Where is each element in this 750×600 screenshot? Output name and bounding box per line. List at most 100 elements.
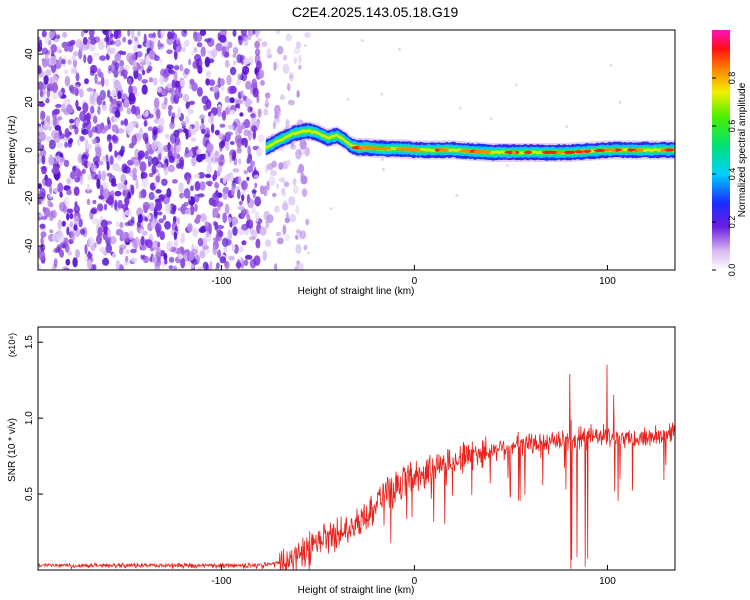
heatmap-noise-cell xyxy=(109,236,117,245)
ridge-hotspot xyxy=(465,149,471,153)
heatmap-noise-cell xyxy=(81,168,86,175)
heatmap-noise-cell xyxy=(71,86,78,95)
heatmap-noise-cell xyxy=(72,59,78,68)
heatmap-noise-cell xyxy=(120,93,128,100)
heatmap-noise-cell xyxy=(130,257,138,263)
heatmap-noise-cell xyxy=(167,164,175,173)
ridge-hotspot xyxy=(525,150,531,154)
heatmap-noise-cell xyxy=(264,99,269,104)
heatmap-noise-cell xyxy=(141,79,149,84)
ridge-hotspot xyxy=(437,148,447,152)
heatmap-noise-cell xyxy=(565,125,569,129)
heatmap-noise-cell xyxy=(199,30,207,36)
heatmap-noise-cell xyxy=(124,101,129,109)
heatmap-noise-cell xyxy=(169,121,175,130)
heatmap-noise-cell xyxy=(257,134,265,143)
heatmap-noise-cell xyxy=(618,100,622,104)
heatmap-noise-cell xyxy=(38,66,42,75)
snr-x-ticks: -100 0 100 xyxy=(211,565,616,587)
heatmap-noise-cell xyxy=(61,220,66,227)
heatmap-noise-cell xyxy=(166,242,172,252)
heatmap-noise-cell xyxy=(286,159,291,167)
heatmap-noise-cell xyxy=(38,263,41,270)
heatmap-noise-cell xyxy=(153,118,159,124)
heatmap-noise-cell xyxy=(329,207,333,211)
heatmap-noise-cell xyxy=(609,64,613,67)
heatmap-noise-cell xyxy=(247,165,253,173)
heatmap-noise-cell xyxy=(148,191,155,201)
heatmap-noise-cell xyxy=(96,109,101,114)
heatmap-noise-cell xyxy=(73,215,80,226)
heatmap-noise-cell xyxy=(263,108,269,116)
heatmap-noise-cell xyxy=(61,243,67,249)
heatmap-noise-cell xyxy=(172,42,177,51)
heatmap-noise-cell xyxy=(168,108,172,117)
heatmap-noise-cell xyxy=(67,250,73,256)
heatmap-noise-cell xyxy=(151,141,158,151)
heatmap-noise-cell xyxy=(102,257,109,266)
heatmap-noise-cell xyxy=(44,36,50,45)
ridge-hotspot xyxy=(401,147,412,151)
heatmap-noise-cell xyxy=(246,99,253,105)
heatmap-noise-cell xyxy=(224,139,230,151)
heatmap-noise-cell xyxy=(38,250,46,261)
heatmap-noise-cell xyxy=(173,265,178,270)
heatmap-noise-cell xyxy=(168,155,175,163)
heatmap-noise-cell xyxy=(108,65,112,72)
heatmap-noise-cell xyxy=(93,52,100,58)
colorbar: 0.0 0.2 0.4 0.6 0.8 Normalized spectral ampl… xyxy=(712,30,748,276)
heatmap-noise-cell xyxy=(155,189,162,194)
heatmap-noise-cell xyxy=(106,89,111,99)
heatmap-noise-cell xyxy=(66,226,70,236)
heatmap-noise-cell xyxy=(201,128,206,135)
heatmap-noise-cell xyxy=(66,189,72,196)
heatmap-noise-cell xyxy=(273,61,277,71)
heatmap-noise-cell xyxy=(162,73,169,78)
snr-x-tick-label: 100 xyxy=(599,576,616,587)
heatmap-noise-cell xyxy=(274,263,278,270)
heatmap-noise-cell xyxy=(103,250,108,256)
heatmap-noise-cell xyxy=(114,150,118,158)
heatmap-noise-cell xyxy=(152,77,158,86)
heatmap-noise-cell xyxy=(126,107,132,115)
heatmap-noise-cell xyxy=(235,103,239,109)
heatmap-noise-cell xyxy=(133,159,140,168)
heatmap-noise-cell xyxy=(59,191,63,198)
heatmap-noise-cell xyxy=(123,118,129,126)
heatmap-noise-cell xyxy=(38,39,43,51)
heatmap-noise-cell xyxy=(64,75,71,87)
heatmap-noise-cell xyxy=(288,74,294,80)
heatmap-noise-cell xyxy=(107,30,113,36)
heatmap-noise-cell xyxy=(96,178,101,190)
heatmap-noise-cell xyxy=(214,129,220,136)
heatmap-noise-cell xyxy=(108,174,116,184)
heatmap-noise-cell xyxy=(243,57,251,65)
heatmap-noise-cell xyxy=(243,36,249,47)
heatmap-noise-cell xyxy=(139,161,147,173)
heatmap-noise-cell xyxy=(256,147,263,157)
heatmap-noise-cell xyxy=(245,80,252,90)
heatmap-noise-cell xyxy=(128,92,136,103)
heatmap-noise-cell xyxy=(157,124,164,134)
heatmap-noise-cell xyxy=(151,156,159,166)
heatmap-noise-cell xyxy=(218,133,225,141)
heatmap-noise-cell xyxy=(273,205,280,213)
heatmap-noise-cell xyxy=(346,97,350,101)
heatmap-noise-cell xyxy=(69,213,74,220)
heatmap-noise-cell xyxy=(66,178,71,185)
heatmap-noise-cell xyxy=(229,141,235,145)
heatmap-noise-cell xyxy=(239,245,244,253)
heatmap-noise-cell xyxy=(176,217,180,225)
heatmap-noise-cell xyxy=(305,218,310,226)
heatmap-noise-cell xyxy=(86,183,91,192)
heatmap-noise-cell xyxy=(228,255,235,261)
heatmap-noise-cell xyxy=(194,181,201,191)
heatmap-noise-cell xyxy=(152,133,157,142)
heatmap-noise-cell xyxy=(75,249,80,259)
heatmap-noise-cell xyxy=(104,78,109,87)
heatmap-noise-cell xyxy=(253,166,257,176)
heatmap-noise-cell xyxy=(251,78,257,89)
heatmap-noise-cell xyxy=(149,202,155,212)
heatmap-noise-cell xyxy=(87,259,92,270)
